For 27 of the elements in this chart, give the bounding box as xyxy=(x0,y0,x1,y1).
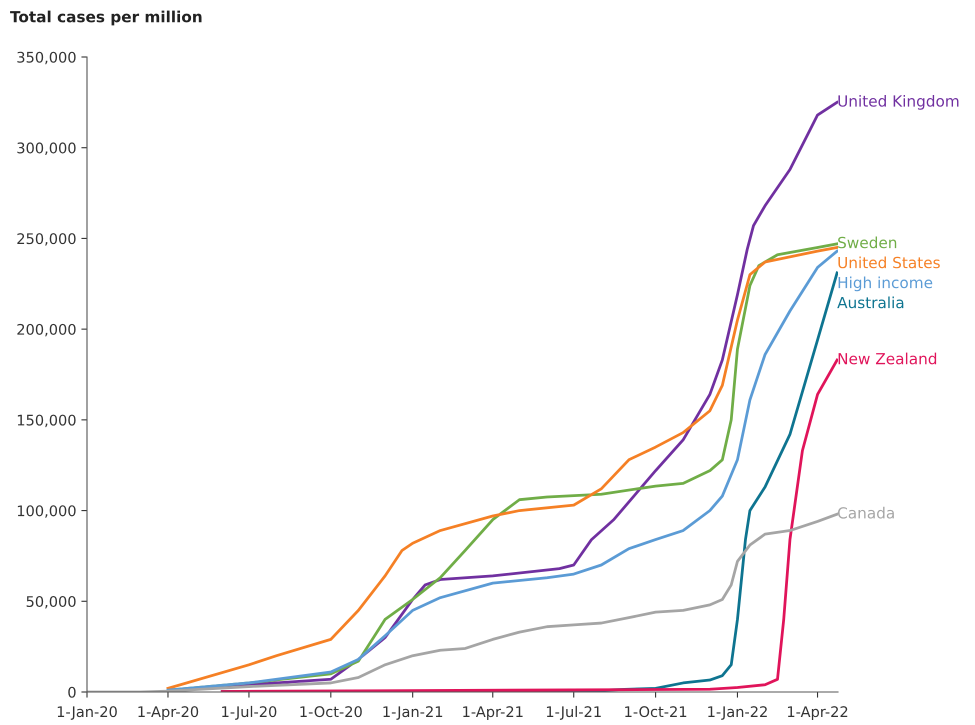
series-label: New Zealand xyxy=(838,352,936,364)
series-label: Australia xyxy=(837,296,904,308)
x-tick-label: 1-Apr-20 xyxy=(138,706,198,720)
line-series xyxy=(220,358,838,692)
series-label: United States xyxy=(838,256,940,268)
y-tick-label: 300,000 xyxy=(17,142,76,155)
y-tick-label: 250,000 xyxy=(17,233,76,246)
y-tick-label: 200,000 xyxy=(17,324,76,336)
x-tick-label: 1-Apr-22 xyxy=(788,706,848,720)
y-tick-label: 50,000 xyxy=(26,596,76,609)
y-axis-title: Total cases per million xyxy=(10,10,202,26)
series-label: Sweden xyxy=(838,236,896,248)
x-tick-label: 1-Apr-21 xyxy=(463,706,523,720)
series-label: Canada xyxy=(838,506,894,519)
x-tick-label: 1-Oct-21 xyxy=(625,706,686,718)
x-tick-label: 1-Oct-20 xyxy=(300,706,362,718)
x-tick-label: 1-Jul-20 xyxy=(222,706,276,720)
y-tick-label: 350,000 xyxy=(17,52,76,64)
x-tick-label: 1-Jan-22 xyxy=(708,706,767,720)
x-tick-label: 1-Jul-21 xyxy=(546,706,601,720)
series-label: High income xyxy=(838,276,932,292)
y-tick-label: 0 xyxy=(68,686,76,698)
y-tick-label: 100,000 xyxy=(18,505,76,518)
y-tick-label: 150,000 xyxy=(18,414,76,428)
series-label: United Kingdom xyxy=(838,94,958,110)
x-tick-label: 1-Jan-20 xyxy=(58,706,117,720)
x-tick-label: 1-Jan-21 xyxy=(383,706,442,720)
